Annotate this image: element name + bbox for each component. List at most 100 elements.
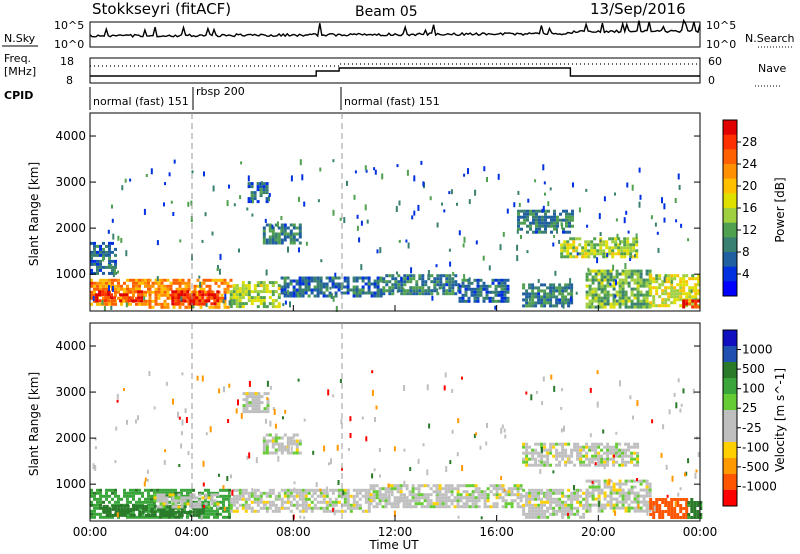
velocity-cell <box>96 506 99 510</box>
velocity-cell <box>153 506 156 510</box>
velocity-cell <box>174 505 178 509</box>
power-cell <box>135 296 138 300</box>
power-speckle <box>284 300 287 305</box>
power-cell <box>367 285 371 289</box>
velocity-cell <box>429 502 433 506</box>
velocity-cell <box>253 488 257 492</box>
power-cell <box>262 188 266 192</box>
velocity-cell <box>328 503 332 507</box>
power-speckle <box>156 240 159 246</box>
power-cell <box>603 269 607 273</box>
velocity-cell <box>579 460 583 464</box>
velocity-speckle <box>535 390 538 394</box>
power-speckle <box>463 236 466 243</box>
colorbar-swatch <box>723 362 737 379</box>
power-cell <box>376 288 380 292</box>
power-cell <box>563 249 567 253</box>
velocity-cell <box>229 497 233 501</box>
power-speckle <box>513 202 516 208</box>
velocity-speckle <box>332 508 335 513</box>
power-cell <box>90 253 93 257</box>
power-cell <box>627 275 631 279</box>
power-cell <box>412 289 416 293</box>
velocity-cell <box>612 482 616 486</box>
velocity-cell <box>99 512 102 516</box>
velocity-cell <box>579 445 583 449</box>
power-cell <box>316 282 320 286</box>
power-cell <box>632 246 636 250</box>
velocity-cell <box>570 448 574 452</box>
velocity-cell <box>277 491 281 495</box>
velocity-cell <box>627 454 631 458</box>
velocity-cell <box>213 493 217 497</box>
velocity-cell <box>310 494 314 498</box>
power-cell <box>247 290 251 294</box>
velocity-cell <box>405 496 409 500</box>
power-cell <box>373 285 377 289</box>
power-cell <box>645 305 649 309</box>
velocity-cell <box>459 493 463 497</box>
power-cell <box>694 286 698 290</box>
power-cell <box>491 299 495 303</box>
velocity-cell <box>603 482 607 486</box>
power-cell <box>406 280 410 284</box>
velocity-cell <box>444 502 448 506</box>
velocity-cell <box>408 499 412 503</box>
colorbar-swatch <box>723 442 737 459</box>
power-cell <box>265 241 269 245</box>
velocity-speckle <box>143 481 146 487</box>
velocity-speckle <box>177 411 179 418</box>
power-speckle <box>410 267 413 274</box>
power-cell <box>620 240 624 244</box>
power-cell <box>520 227 523 231</box>
freq-label-line1: Freq. <box>4 52 31 65</box>
velocity-cell <box>561 448 565 452</box>
power-cell <box>570 283 574 287</box>
velocity-cell <box>603 445 607 449</box>
velocity-cell <box>670 510 674 513</box>
power-cell <box>247 182 251 186</box>
velocity-cell <box>453 505 457 509</box>
power-cell <box>603 287 607 291</box>
power-cell <box>645 272 649 276</box>
power-cell <box>235 305 239 309</box>
power-cell <box>256 305 260 309</box>
velocity-cell <box>244 503 248 507</box>
power-cell <box>547 209 550 213</box>
velocity-cell <box>555 463 559 467</box>
velocity-cell <box>289 491 293 495</box>
power-cell <box>205 296 209 300</box>
power-cell <box>591 269 595 273</box>
velocity-cell <box>609 485 613 489</box>
colorbar-swatch <box>723 164 737 180</box>
power-cell <box>241 305 245 309</box>
velocity-cell <box>570 491 574 495</box>
velocity-cell <box>216 502 220 506</box>
power-cell <box>445 274 449 278</box>
power-cell <box>661 283 665 287</box>
power-cell <box>406 289 410 293</box>
power-cell <box>289 223 293 227</box>
velocity-cell <box>129 507 133 511</box>
velocity-cell <box>171 488 174 492</box>
power-cell <box>560 255 564 259</box>
power-cell <box>174 296 178 300</box>
velocity-speckle <box>393 510 396 517</box>
power-cell <box>584 240 588 244</box>
velocity-cell <box>105 497 108 501</box>
power-cell <box>632 243 636 247</box>
power-cell <box>639 299 643 303</box>
power-cell <box>461 296 465 300</box>
power-cell <box>232 293 236 297</box>
power-cell <box>265 197 269 201</box>
power-cell <box>334 282 338 286</box>
velocity-cell <box>636 500 640 504</box>
power-cell <box>534 286 538 290</box>
power-cell <box>108 271 111 275</box>
velocity-cell <box>546 497 550 501</box>
velocity-speckle <box>636 400 639 407</box>
velocity-speckle <box>200 514 203 520</box>
velocity-cell <box>685 501 689 504</box>
power-cell <box>180 290 184 294</box>
power-cell <box>135 278 138 282</box>
